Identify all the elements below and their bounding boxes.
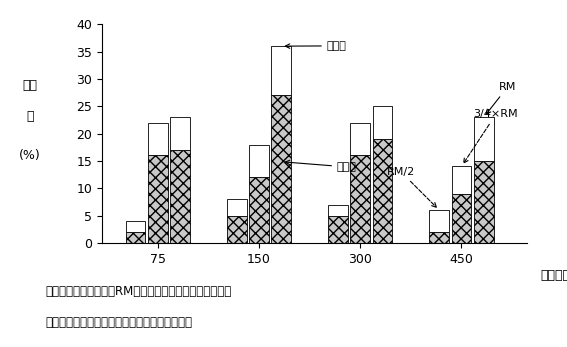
Bar [272,46,291,95]
Text: RM/2: RM/2 [387,167,437,207]
Text: 雄成虫: 雄成虫 [285,41,346,51]
Text: における接種頭数の別によるＳＣＮ成虫寄生率: における接種頭数の別によるＳＣＮ成虫寄生率 [45,316,192,329]
Bar [126,221,145,232]
Text: 寄生: 寄生 [22,79,37,92]
Text: 第１図　各濃度段階のRM培地に生育させたレンゲ毛状根: 第１図 各濃度段階のRM培地に生育させたレンゲ毛状根 [45,285,231,297]
Bar [328,205,348,215]
Bar [148,123,168,155]
Bar [429,210,449,232]
Bar [429,232,449,243]
Text: 3/4×RM: 3/4×RM [464,109,518,163]
Bar [350,155,370,243]
Bar [249,177,269,243]
Bar [227,215,247,243]
Text: (%): (%) [19,149,41,162]
Bar [126,232,145,243]
Bar [328,215,348,243]
Text: 雌成虫: 雌成虫 [285,160,357,172]
Bar [170,117,190,150]
Bar [452,167,471,194]
Text: 率: 率 [26,110,33,122]
Bar [474,161,493,243]
Bar [373,139,392,243]
Bar [227,199,247,215]
Bar [474,117,493,161]
Bar [373,106,392,139]
Text: 接種頭数: 接種頭数 [540,269,567,282]
Bar [170,150,190,243]
Bar [148,155,168,243]
Bar [249,145,269,177]
Text: RM: RM [486,82,517,114]
Bar [350,123,370,155]
Bar [452,194,471,243]
Bar [272,95,291,243]
